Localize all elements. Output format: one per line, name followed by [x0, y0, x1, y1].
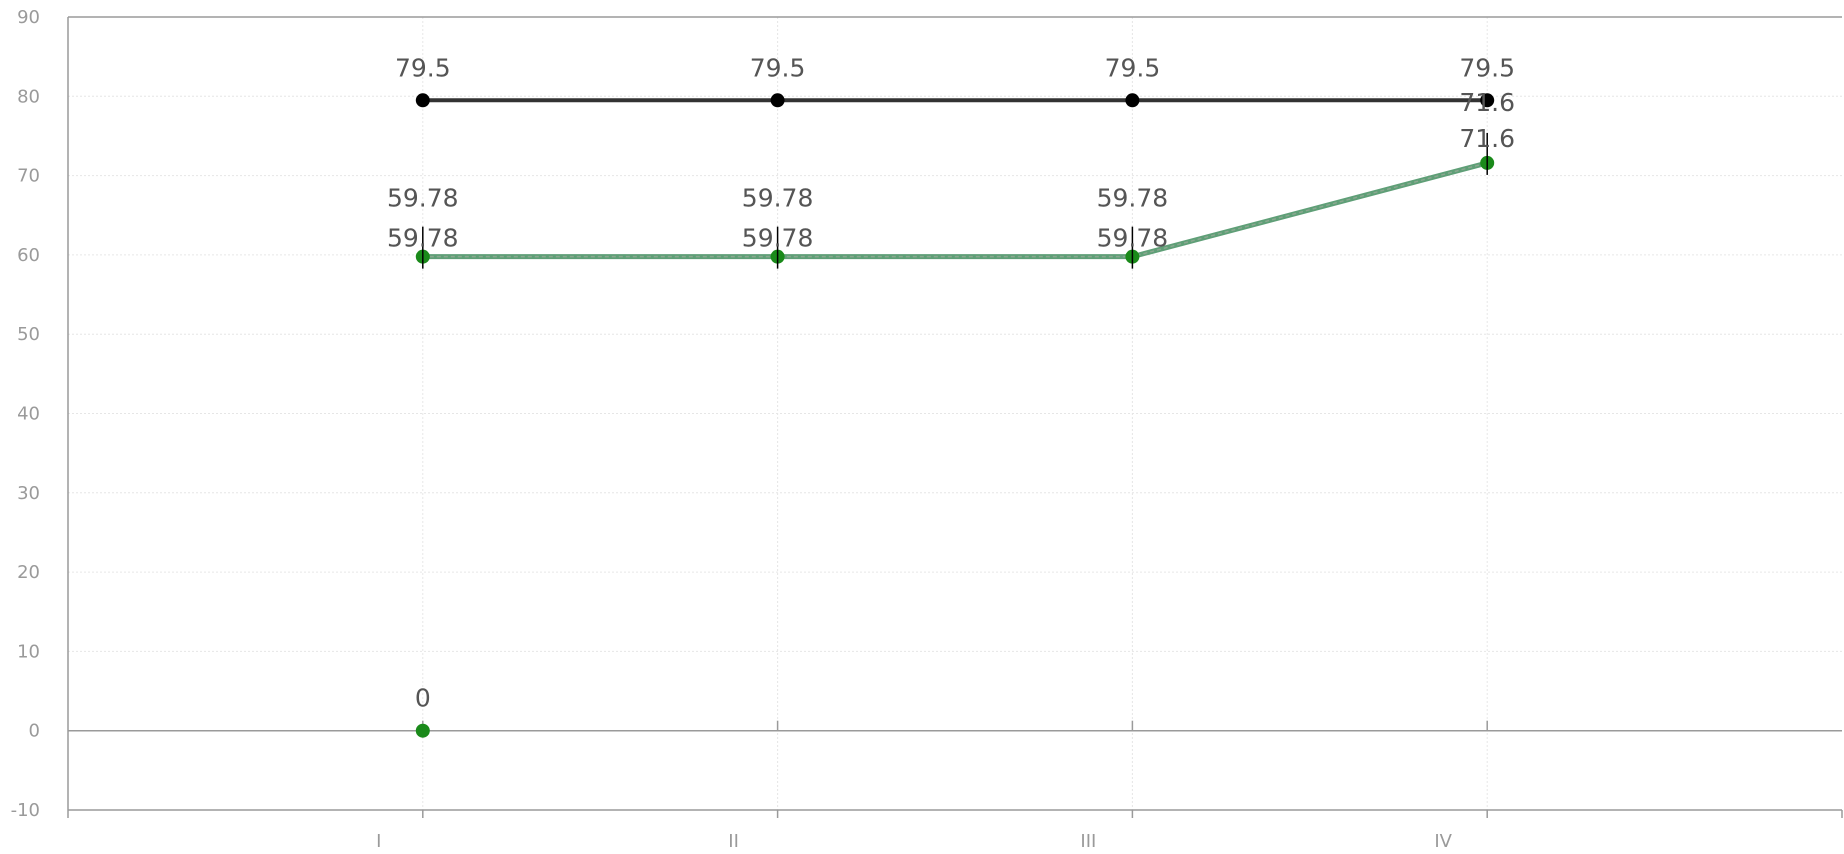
- data-label: 0: [415, 684, 431, 713]
- series-line: [422, 160, 1488, 260]
- series-layer: [415, 93, 1495, 738]
- data-label: 79.5: [1459, 53, 1515, 82]
- y-tick-label: 50: [17, 324, 40, 345]
- x-tick-label: II: [728, 831, 739, 852]
- x-tick-label: I: [376, 831, 381, 852]
- series-line: [422, 162, 1488, 258]
- series-point: [415, 723, 430, 738]
- y-tick-label: 30: [17, 483, 40, 504]
- series-point: [415, 93, 430, 108]
- data-label: 79.5: [1105, 53, 1161, 82]
- y-tick-label: 40: [17, 404, 40, 425]
- x-tick-label: III: [1080, 831, 1096, 852]
- y-tick-label: 0: [29, 721, 40, 742]
- data-label: 59.78: [387, 184, 459, 213]
- data-labels: 79.5 79.5 79.5 79.5 59.78 59.78 59.78 71.6 59.78…: [387, 53, 1515, 712]
- grid: [68, 16, 1842, 810]
- y-tick-label: 60: [17, 245, 40, 266]
- y-tick-label: 10: [17, 641, 40, 662]
- data-label: 59.78: [1097, 184, 1169, 213]
- data-label: 79.5: [750, 53, 806, 82]
- data-label: 71.6: [1459, 124, 1515, 153]
- data-label: 59.78: [1097, 224, 1169, 253]
- series-point: [770, 93, 785, 108]
- y-tick-label: -10: [11, 800, 40, 821]
- y-tick-label: 70: [17, 166, 40, 187]
- data-label: 59.78: [742, 224, 814, 253]
- data-label: 59.78: [742, 184, 814, 213]
- y-tick-label: 80: [17, 86, 40, 107]
- data-label: 71.6: [1459, 88, 1515, 117]
- data-label: 79.5: [395, 53, 451, 82]
- x-tick-label: IV: [1434, 831, 1452, 852]
- data-label: 59.78: [387, 224, 459, 253]
- y-tick-label: 20: [17, 562, 40, 583]
- series-point: [1125, 93, 1140, 108]
- y-tick-label: 90: [17, 7, 40, 28]
- series-point: [1480, 93, 1495, 108]
